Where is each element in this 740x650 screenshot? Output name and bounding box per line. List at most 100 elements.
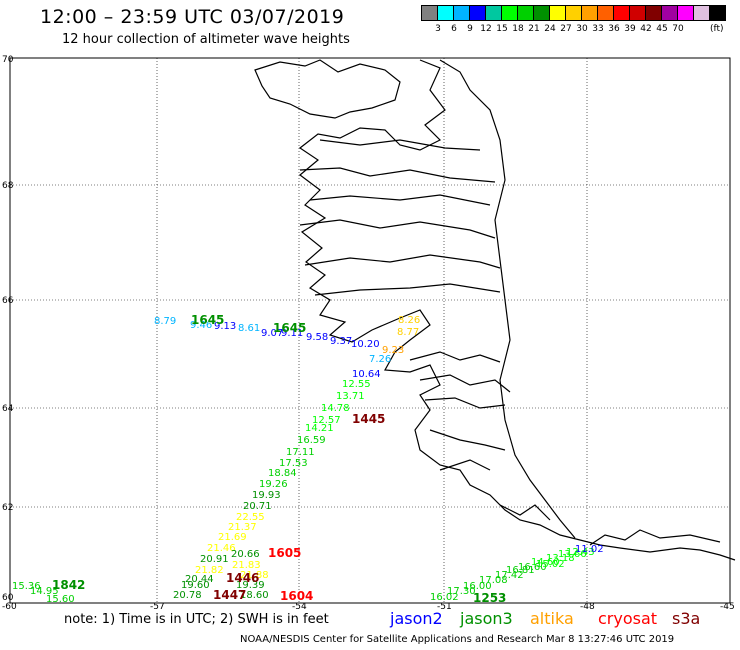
- wave-height-value: 12.43: [566, 547, 595, 558]
- legend-level: 45: [656, 24, 668, 34]
- wave-height-value: 10.64: [352, 369, 381, 380]
- wave-height-value: 14.60: [531, 557, 560, 568]
- wave-height-value: 8.61: [238, 323, 260, 334]
- wave-height-value: 19.39: [236, 580, 265, 591]
- wave-height-value: 13.18: [546, 553, 575, 564]
- wave-height-value: 19.26: [259, 479, 288, 490]
- lat-label: 64: [2, 404, 14, 414]
- wave-height-value: 13.66: [558, 549, 587, 560]
- wave-height-value: 20.71: [243, 501, 272, 512]
- lon-label: -48: [580, 602, 595, 610]
- wave-height-value: 15.36: [12, 581, 41, 592]
- pass-time: 1605: [268, 546, 301, 560]
- wave-height-value: 19.60: [181, 580, 210, 591]
- latitude-labels: 70 68 66 64 62 60: [2, 55, 14, 603]
- wave-height-value: 16.60: [518, 562, 547, 573]
- wave-height-value: 17.11: [286, 447, 315, 458]
- footer-note: note: 1) Time is in UTC; 2) SWH is in fe…: [64, 612, 329, 627]
- pass-time-labels: 1645 1645 1445 1605 1446 1447 1604 1842 1253: [52, 313, 506, 605]
- wave-height-value: 20.44: [185, 574, 214, 585]
- legend-level: 6: [451, 24, 457, 34]
- legend-level: 33: [592, 24, 604, 34]
- wave-height-value: 9.37: [330, 336, 352, 347]
- legend-level: 12: [480, 24, 492, 34]
- wave-height-value: 13.71: [336, 391, 365, 402]
- wave-height-value: 17.08: [479, 575, 508, 586]
- wave-height-value: 8.79: [154, 316, 176, 327]
- wave-height-value: 17.53: [279, 458, 308, 469]
- altimeter-map: 70 68 66 64 62 60 -60 -57 -54 -51 -48 -4…: [2, 55, 736, 610]
- wave-height-value: 21.83: [232, 560, 261, 571]
- wave-height-value: 21.46: [207, 543, 236, 554]
- wave-height-value: 21.82: [195, 565, 224, 576]
- legend-level: 3: [435, 24, 441, 34]
- wave-height-value: 9.11: [281, 328, 303, 339]
- mission-jason3: jason3: [460, 609, 513, 628]
- wave-height-value: 21.88: [240, 570, 269, 581]
- legend-swatch: [709, 5, 726, 21]
- credit-line: NOAA/NESDIS Center for Satellite Applica…: [240, 634, 675, 645]
- map-title: 12:00 – 23:59 UTC 03/07/2019: [40, 6, 345, 28]
- pass-time: 1604: [280, 589, 313, 603]
- pass-time: 1445: [352, 412, 385, 426]
- wave-height-value: 21.37: [228, 522, 257, 533]
- wave-height-value: 8.26: [398, 315, 420, 326]
- wave-height-value: 16.81: [506, 565, 535, 576]
- legend-level: 36: [608, 24, 620, 34]
- legend-level: 9: [467, 24, 473, 34]
- map-frame: [9, 57, 731, 604]
- wave-height-value: 18.60: [240, 590, 269, 601]
- wave-height-value: 15.60: [46, 594, 75, 605]
- lat-label: 68: [2, 181, 14, 191]
- wave-height-value: 9.58: [306, 332, 328, 343]
- mission-s3a: s3a: [672, 609, 701, 628]
- lat-label: 66: [2, 296, 14, 306]
- wave-height-value: 20.78: [173, 590, 202, 601]
- legend-level: 42: [640, 24, 652, 34]
- wave-height-value: 18.84: [268, 468, 297, 479]
- color-legend: 3 6 9 12 15 18 21 24 27 30 33 36 39 42 45 70 (ft): [421, 5, 729, 35]
- mission-cryosat: cryosat: [598, 609, 658, 628]
- pass-time: 1645: [191, 313, 224, 327]
- wave-height-value: 19.93: [252, 490, 281, 501]
- lon-label: -60: [2, 602, 17, 610]
- wave-height-value: 14.21: [305, 423, 334, 434]
- wave-height-value: 17.42: [495, 570, 524, 581]
- wave-height-value: 17.30: [447, 586, 476, 597]
- wave-height-value: 15.02: [536, 559, 565, 570]
- pass-time: 1446: [226, 571, 259, 585]
- lat-label: 70: [2, 55, 14, 65]
- graticule: [10, 58, 730, 603]
- wave-height-value: 16.02: [430, 592, 459, 603]
- greenland-coastline: [254, 59, 736, 561]
- lon-label: -45: [720, 602, 735, 610]
- wave-height-value: 16.00: [463, 581, 492, 592]
- wave-height-value: 16.59: [297, 435, 326, 446]
- legend-level: 70: [672, 24, 684, 34]
- legend-level: 24: [544, 24, 556, 34]
- lat-label: 62: [2, 503, 13, 513]
- lon-label: -54: [292, 602, 307, 610]
- pass-time: 1253: [473, 591, 506, 605]
- wave-height-value: 14.95: [30, 586, 59, 597]
- legend-level: 30: [576, 24, 588, 34]
- wave-height-value: 14.78: [321, 403, 350, 414]
- wave-height-value: 20.66: [231, 549, 260, 560]
- wave-height-value: 8.77: [397, 327, 419, 338]
- wave-height-value: 22.55: [236, 512, 265, 523]
- wave-height-value: 20.91: [200, 554, 229, 565]
- pass-time: 1447: [213, 588, 246, 602]
- wave-height-value: 11.02: [575, 544, 604, 555]
- wave-height-value: 21.69: [218, 532, 247, 543]
- wave-height-value: 9.23: [382, 345, 404, 356]
- legend-level: 18: [512, 24, 524, 34]
- wave-height-value: 9.46: [190, 320, 212, 331]
- pass-time: 1645: [273, 321, 306, 335]
- map-subtitle: 12 hour collection of altimeter wave hei…: [62, 32, 350, 47]
- lon-label: -51: [437, 602, 452, 610]
- wave-height-value: 7.26: [369, 354, 391, 365]
- mission-jason2: jason2: [390, 609, 443, 628]
- lon-label: -57: [150, 602, 165, 610]
- lat-label: 60: [2, 593, 14, 603]
